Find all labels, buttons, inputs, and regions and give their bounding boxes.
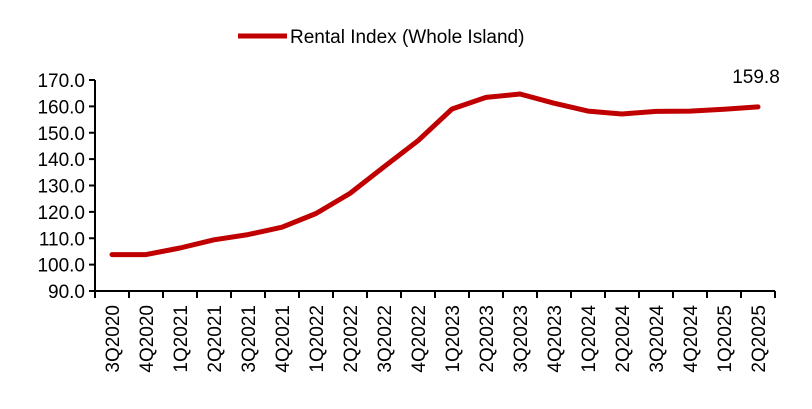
y-tick-label: 120.0 (37, 203, 85, 224)
x-tick-label: 4Q2021 (273, 305, 294, 373)
series-line-rental-index (109, 91, 761, 258)
x-tick-label: 1Q2022 (307, 305, 328, 373)
x-tick-label: 3Q2020 (103, 305, 124, 373)
x-tick-label: 2Q2025 (749, 305, 770, 373)
x-tick-label: 2Q2024 (613, 305, 634, 373)
x-tick-label: 4Q2023 (545, 305, 566, 373)
x-tick-label: 4Q2022 (409, 305, 430, 373)
x-tick-label: 1Q2024 (579, 305, 600, 373)
x-axis: 3Q2020 4Q2020 1Q2021 2Q2021 3Q2021 4Q2021 1Q20… (94, 290, 776, 373)
y-tick-label: 160.0 (37, 97, 85, 118)
y-tick-label: 130.0 (37, 177, 85, 198)
legend-label: Rental Index (Whole Island) (290, 27, 524, 48)
y-tick-label: 110.0 (39, 229, 85, 250)
y-axis: 90.0 100.0 110.0 120.0 130.0 140.0 150.0 160.0 1… (37, 71, 96, 303)
x-tick-label: 4Q2020 (137, 305, 158, 373)
x-tick-label: 2Q2022 (341, 305, 362, 373)
x-tick-label: 2Q2023 (477, 305, 498, 373)
y-tick-label: 170.0 (37, 71, 85, 92)
y-tick-label: 100.0 (37, 256, 85, 277)
x-tick-label: 1Q2021 (171, 305, 192, 373)
x-tick-label: 1Q2023 (443, 305, 464, 373)
x-tick-label: 3Q2022 (375, 305, 396, 373)
last-value-annotation: 159.8 (732, 67, 780, 88)
x-tick-label: 3Q2021 (239, 305, 260, 373)
x-tick-label: 3Q2024 (647, 305, 668, 373)
x-tick-label: 4Q2024 (681, 305, 702, 373)
legend: Rental Index (Whole Island) (238, 27, 524, 48)
y-tick-label: 150.0 (37, 124, 85, 145)
y-tick-label: 140.0 (37, 150, 85, 171)
x-tick-label: 1Q2025 (715, 305, 736, 373)
x-tick-label: 2Q2021 (205, 305, 226, 373)
x-tick-label: 3Q2023 (511, 305, 532, 373)
y-tick-label: 90.0 (48, 282, 85, 303)
